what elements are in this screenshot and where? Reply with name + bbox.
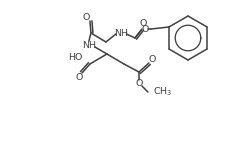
Text: CH$_3$: CH$_3$	[152, 86, 172, 98]
Text: O: O	[75, 73, 82, 83]
Text: O: O	[148, 55, 155, 63]
Text: O: O	[135, 80, 142, 89]
Text: O: O	[141, 24, 148, 34]
Text: NH: NH	[113, 28, 127, 38]
Text: HO: HO	[68, 53, 83, 62]
Text: O: O	[139, 20, 146, 28]
Text: O: O	[82, 13, 89, 21]
Text: NH: NH	[82, 41, 95, 49]
